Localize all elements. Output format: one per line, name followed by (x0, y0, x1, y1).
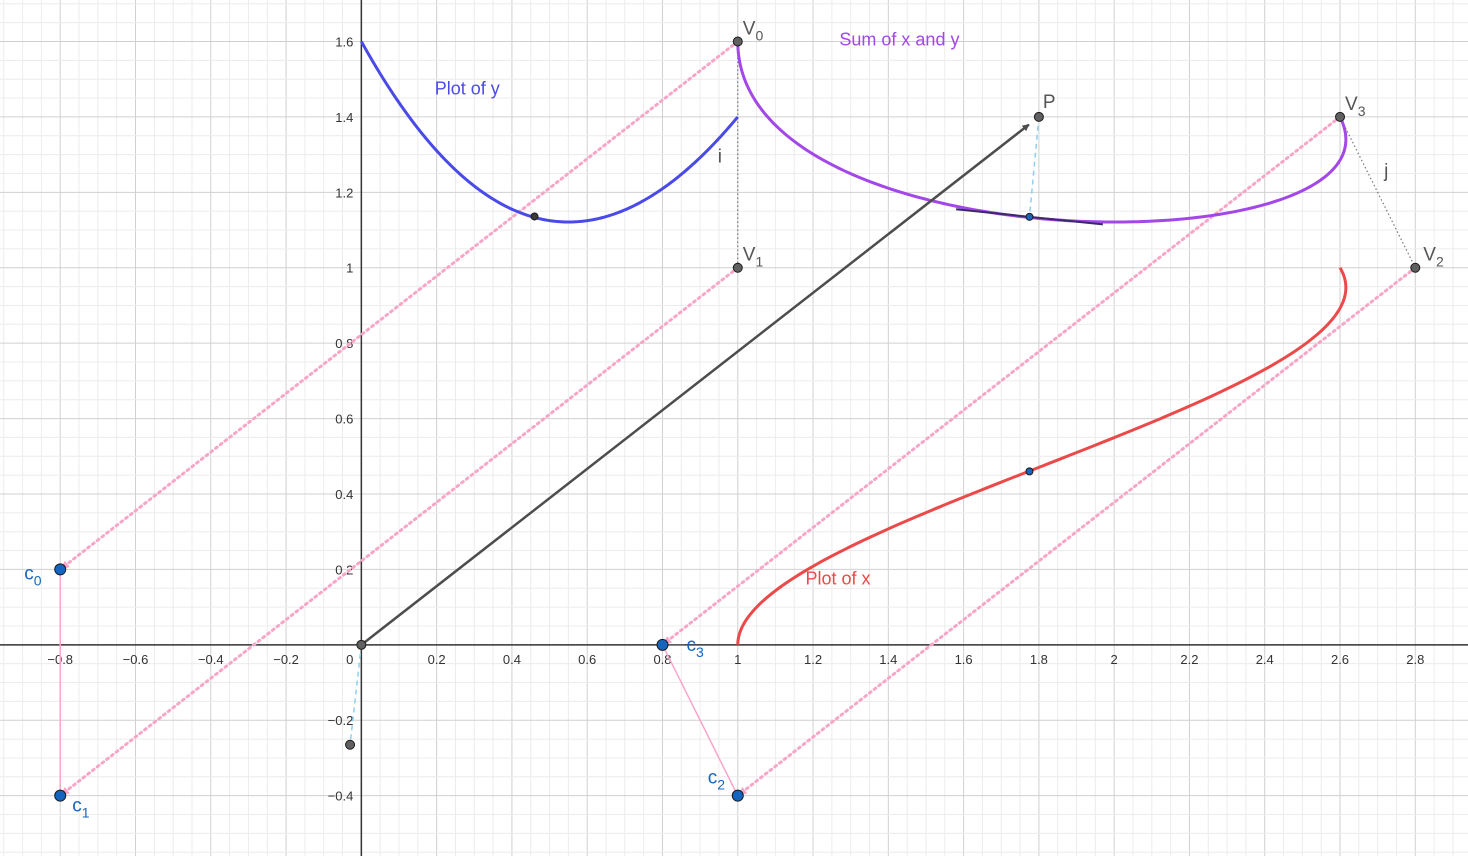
x-tick-label: −0.2 (273, 652, 299, 667)
x-tick-label: 2.2 (1180, 652, 1198, 667)
label-segment-j: j (1383, 161, 1388, 182)
x-tick-label: 0.6 (578, 652, 596, 667)
y-tick-label: 1.4 (335, 110, 353, 125)
label-v3: V3 (1345, 94, 1366, 119)
label-segment-i: i (718, 147, 722, 168)
point-c2[interactable] (731, 789, 744, 802)
point-c1[interactable] (54, 789, 67, 802)
x-tick-label: 0.4 (503, 652, 521, 667)
coefficient-segment-c3-c2 (661, 644, 739, 797)
x-tick-label: −0.6 (123, 652, 149, 667)
y-tick-label: 0.4 (335, 487, 353, 502)
y-tick-label: 1.2 (335, 185, 353, 200)
y-tick-label: −0.4 (328, 789, 354, 804)
vector-layer (360, 123, 1030, 646)
segment-j (1339, 116, 1416, 269)
label-c0: c0 (24, 563, 41, 588)
x-tick-label: 1.2 (804, 652, 822, 667)
x-tick-label: 1.8 (1030, 652, 1048, 667)
point-origin[interactable] (356, 639, 367, 650)
y-tick-label: 1.6 (335, 34, 353, 49)
x-tick-label: −0.4 (198, 652, 224, 667)
projection-line-1 (58, 266, 740, 798)
point-tangent[interactable] (1025, 212, 1034, 221)
point-on-x-curve[interactable] (1025, 467, 1034, 476)
curves (360, 40, 1348, 645)
label-v1: V1 (743, 245, 764, 270)
label-sum-of-x-and-y: Sum of x and y (839, 29, 959, 49)
x-tick-label: 2.8 (1406, 652, 1424, 667)
projection-line-2 (736, 266, 1417, 798)
label-c1: c1 (72, 796, 90, 821)
y-tick-label: 1 (346, 261, 353, 276)
labels: V0 V1 V2 V3 c0 c1 c2 c3 Pi j Plot of y Sum of x and… (24, 18, 1444, 820)
point-c0[interactable] (54, 563, 67, 576)
helper-lines (58, 39, 1417, 798)
x-tick-label: 1.4 (879, 652, 897, 667)
projection-line-0 (58, 39, 740, 571)
label-c2: c2 (708, 768, 726, 793)
x-tick-label: 2.6 (1331, 652, 1349, 667)
point-v0[interactable] (732, 36, 743, 47)
projection-line-3 (660, 115, 1342, 647)
helper-p-to-tangent (1028, 116, 1040, 217)
tick-labels: −0.8 −0.6 −0.4 −0.2 0 0.2 0.4 0.6 0.8 1 1.2 1.4 1.6 1… (47, 34, 1424, 803)
x-tick-label: 0 (346, 652, 353, 667)
point-helper[interactable] (345, 739, 356, 750)
point-v1[interactable] (732, 262, 743, 273)
point-v2[interactable] (1410, 262, 1421, 273)
point-on-y-curve[interactable] (530, 212, 539, 221)
y-tick-label: 0.2 (335, 562, 353, 577)
x-tick-label: 1 (734, 652, 741, 667)
y-tick-label: −0.2 (328, 713, 354, 728)
x-tick-label: 0.8 (653, 652, 671, 667)
label-c3: c3 (686, 635, 704, 660)
label-v2: V2 (1423, 245, 1444, 270)
label-plot-of-x: Plot of x (806, 568, 871, 588)
label-v0: V0 (743, 18, 764, 43)
vector-p (360, 123, 1030, 646)
point-c3[interactable] (656, 638, 669, 651)
helper-origin-to-point (349, 644, 363, 745)
x-tick-label: 1.6 (955, 652, 973, 667)
curve-sum-of-x-and-y (736, 41, 1348, 224)
point-p[interactable] (1033, 111, 1044, 122)
label-plot-of-y: Plot of y (435, 78, 500, 98)
curve-plot-of-y (360, 40, 739, 224)
curve-plot-of-x (736, 266, 1348, 645)
point-v3[interactable] (1335, 111, 1346, 122)
y-tick-label: 0.6 (335, 412, 353, 427)
y-tick-label: 0.8 (335, 336, 353, 351)
points (54, 36, 1421, 802)
label-p: P (1043, 92, 1056, 113)
x-tick-label: 2 (1111, 652, 1118, 667)
x-tick-label: 0.2 (428, 652, 446, 667)
x-tick-label: 2.4 (1256, 652, 1274, 667)
